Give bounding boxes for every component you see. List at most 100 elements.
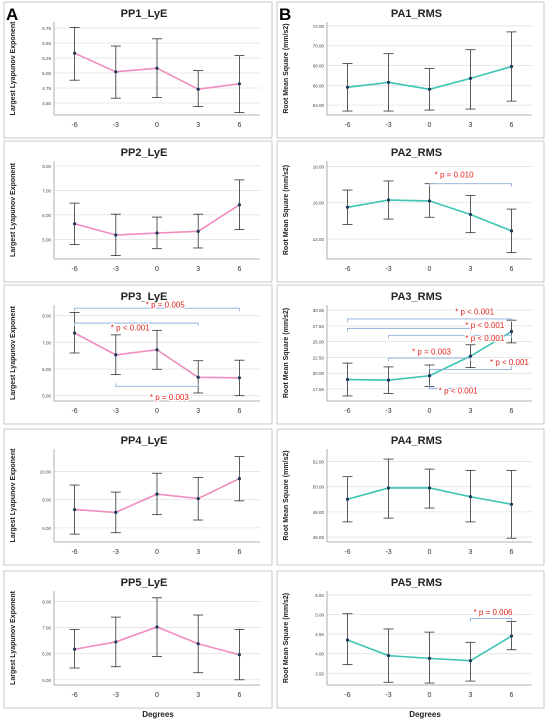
pp1-ytick-label: 5.75 [42,26,51,31]
pp3-significance-label: * p < 0.001 [111,323,150,332]
pa2-ylabel: Root Mean Square (mm/s2) [283,165,290,255]
pa3-significance-bracket [429,385,471,389]
pa2-xtick-label: -6 [344,266,350,273]
pa3-panel-frame [276,284,545,425]
pp5-ytick-label: 6.00 [42,652,51,657]
pp3-significance-bracket [74,307,240,312]
pp5-ytick-label: 8.00 [42,599,51,604]
pp3-data-point [155,348,159,352]
pa1-ylabel: Root Mean Square (mm/s2) [283,23,290,113]
pa3-xtick-label: -6 [344,408,350,415]
pa1-xtick-label: 6 [510,122,514,129]
pp2-data-point [237,203,241,207]
pa1-data-point [509,64,514,69]
pa3-significance-label: * p < 0.001 [490,358,529,367]
pp1-data-point [155,66,159,70]
pp1-ylabel: Largest Lyapunov Exponent [10,21,17,116]
pa3-ytick-label: 17.50 [313,387,325,392]
pa4-xtick-label: -6 [344,549,350,556]
pa4-data-point [468,495,473,499]
pp4-data-point [155,492,159,496]
pa5-title: PA5_RMS [391,577,442,589]
pa5-xtick-label: 0 [428,692,432,699]
pp5-data-point [196,642,200,646]
pp4-ytick-label: 10.00 [40,470,52,475]
pp4-xtick-label: -6 [71,549,77,556]
pp3-xtick-label: 0 [155,408,159,415]
pp1-xtick-label: -3 [113,122,119,129]
pp3-data-point [196,375,200,379]
pa3-significance-label: * p < 0.001 [465,321,504,330]
pp2-panel-frame [3,140,273,283]
pp1-data-point [114,70,118,74]
pp5-panel-frame [3,570,273,709]
pp3-data-point [73,331,77,335]
pa3-xtick-label: 3 [469,408,473,415]
pa5-significance-bracket [470,617,512,622]
pp2-data-point [114,233,118,237]
pp4-xtick-label: -3 [113,549,119,556]
pa4-ytick-label: 52.00 [313,460,325,465]
pa1-data-point [345,85,350,89]
pa1-ytick-label: 70.00 [313,44,325,49]
pa1-ytick-label: 64.00 [313,103,325,108]
pa5-ytick-label: 3.50 [315,671,324,676]
pa2-xtick-label: 0 [428,266,432,273]
pp2-data-point [155,231,159,235]
pa1-data-point [427,87,432,91]
pa5-xtick-label: 3 [469,692,473,699]
pp2-data-point [73,222,77,226]
pa3-ytick-label: 30.00 [313,308,325,313]
pp5-xtick-label: 3 [196,692,200,699]
pp5-xtick-label: -6 [71,692,77,699]
pa5-ytick-label: 5.50 [315,593,324,598]
pa3-significance-label: * p < 0.001 [455,307,494,316]
pp5-xtick-label: 0 [155,692,159,699]
pa3-significance-bracket [388,334,512,339]
pp4-ytick-label: 8.00 [42,526,51,531]
pa3-data-point [468,354,473,358]
pa3-data-point [345,377,350,382]
pa4-title: PA4_RMS [391,435,442,447]
pa4-ytick-label: 46.00 [313,535,325,540]
pa2-title: PA2_RMS [391,147,442,159]
pa1-title: PA1_RMS [391,8,442,20]
pp4-panel-frame [3,428,273,566]
x-axis-title-right: Degrees [409,710,441,719]
pa5-ytick-label: 5.00 [315,613,324,618]
pa3-data-point [427,374,432,378]
pa4-xtick-label: 3 [469,549,473,556]
pa3-ytick-label: 25.00 [313,340,325,345]
pa4-ylabel: Root Mean Square (mm/s2) [283,450,290,540]
pa3-data-point [509,329,514,334]
pa5-data-point [345,638,350,642]
pa3-significance-bracket [388,357,471,362]
pp4-xtick-label: 0 [155,549,159,556]
pp2-xtick-label: -6 [71,266,77,273]
pa5-significance-label: * p = 0.006 [474,608,513,617]
pa3-significance-label: * p < 0.001 [465,334,504,343]
pa3-significance-label: * p < 0.001 [439,386,478,395]
pa2-ytick-label: 18.00 [313,164,325,169]
pp5-data-point [155,625,159,629]
pp2-xtick-label: 3 [196,266,200,273]
pp5-xtick-label: -3 [113,692,119,699]
pp5-data-point [237,653,241,657]
pa5-xtick-label: -6 [344,692,350,699]
pp2-ytick-label: 8.00 [42,164,51,169]
pp4-title: PP4_LyE [121,435,168,447]
pp3-data-point [114,353,118,357]
pa1-data-point [468,76,473,80]
pa4-xtick-label: 6 [510,549,514,556]
pp3-xtick-label: 6 [237,408,241,415]
pa3-xtick-label: 6 [510,408,514,415]
pa5-ytick-label: 4.00 [315,652,324,657]
pp3-xtick-label: 3 [196,408,200,415]
pp4-data-point [114,510,118,515]
pp4-data-point [73,507,77,512]
pp1-ytick-label: 5.50 [42,41,51,46]
pa2-xtick-label: -3 [385,266,391,273]
pp3-ylabel: Largest Lyapunov Exponent [10,305,17,400]
pp1-title: PP1_LyE [121,8,168,20]
